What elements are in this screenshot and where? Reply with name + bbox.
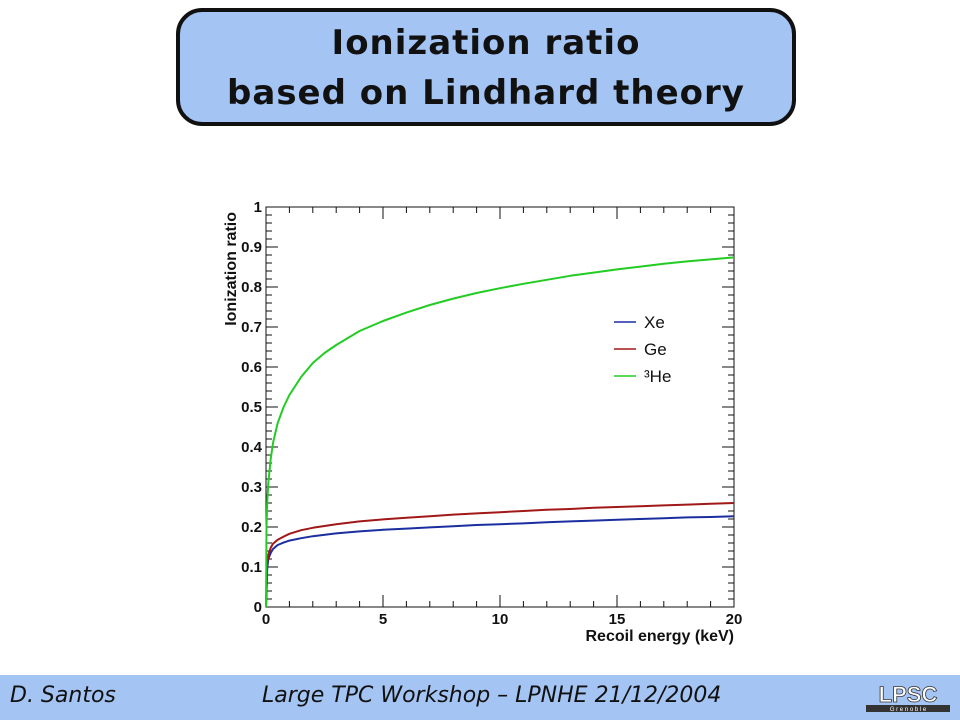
y-tick-label-9: 0.9 (241, 239, 262, 256)
y-tick-label-0: 0 (254, 599, 262, 616)
x-tick-label-2: 10 (492, 611, 509, 628)
y-tick-label-2: 0.2 (241, 519, 262, 536)
series-line-0 (265, 515, 735, 608)
svg-text:G r e n o b l e: G r e n o b l e (890, 707, 927, 713)
x-tick-label-4: 20 (726, 611, 743, 628)
ionization-ratio-chart: 0 5 10 15 20 0 0.1 0.2 0.3 0.4 0.5 0.6 0.7 0.8 0.9 1 Rec… (223, 199, 743, 645)
x-tick-label-1: 5 (379, 611, 387, 628)
plot-frame (265, 206, 735, 608)
y-tick-label-8: 0.8 (241, 279, 262, 296)
x-tick-label-0: 0 (262, 611, 270, 628)
y-axis-label: Ionization ratio (223, 212, 240, 326)
x-tick-label-3: 15 (609, 611, 626, 628)
legend-label-1: Ge (644, 340, 667, 359)
y-tick-label-3: 0.3 (241, 479, 262, 496)
svg-text:LPSC: LPSC (879, 682, 938, 707)
y-tick-label-5: 0.5 (241, 399, 262, 416)
legend-label-0: Xe (644, 313, 665, 332)
y-tick-label-4: 0.4 (241, 439, 263, 456)
slide-title-line-1: Ionization ratio (331, 23, 641, 63)
slide-title-line-2: based on Lindhard theory (227, 73, 745, 113)
footer-bar: D. Santos Large TPC Workshop – LPNHE 21/… (0, 675, 960, 720)
y-tick-label-10: 1 (254, 199, 262, 216)
footer-event: Large TPC Workshop – LPNHE 21/12/2004 (262, 683, 722, 708)
series-line-2 (265, 256, 735, 608)
lpsc-logo: LPSC G r e n o b l e (862, 681, 954, 715)
x-axis-label: Recoil energy (keV) (586, 628, 735, 645)
y-tick-label-6: 0.6 (241, 359, 262, 376)
legend-label-2: ³He (644, 367, 671, 386)
title-box: Ionization ratio based on Lindhard theor… (176, 8, 796, 126)
series-line-1 (265, 502, 735, 608)
footer-author: D. Santos (10, 683, 116, 708)
y-tick-label-7: 0.7 (241, 319, 262, 336)
y-tick-label-1: 0.1 (241, 559, 262, 576)
